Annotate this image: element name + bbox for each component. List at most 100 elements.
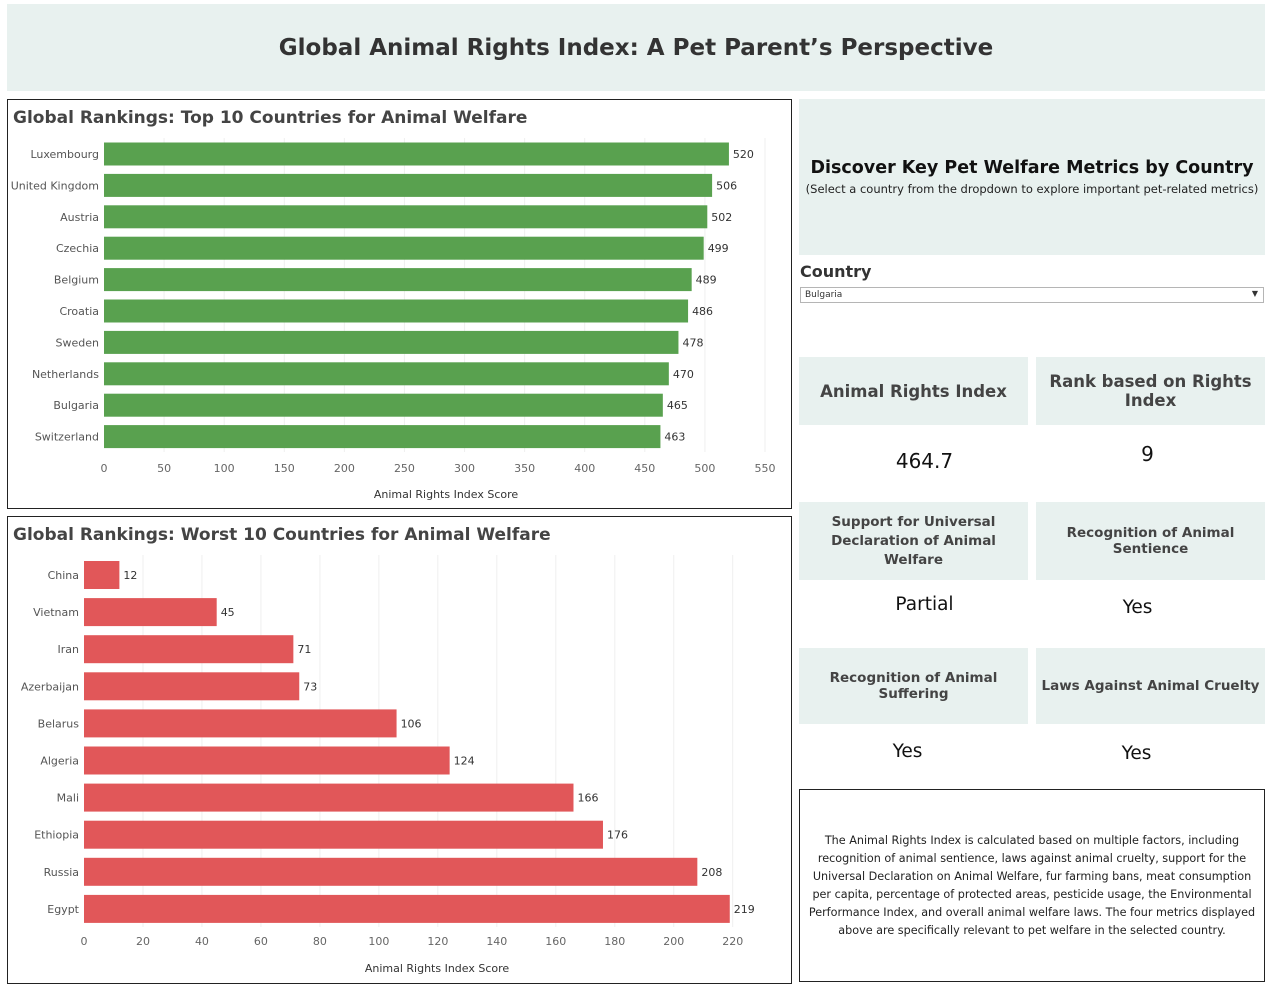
discover-panel: Discover Key Pet Welfare Metrics by Coun…: [799, 99, 1265, 255]
top-chart-title: Global Rankings: Top 10 Countries for An…: [13, 108, 528, 128]
x-tick-label: 60: [254, 935, 268, 948]
data-label: 208: [701, 866, 722, 879]
bar[interactable]: [84, 746, 450, 775]
worst-chart-title: Global Rankings: Worst 10 Countries for …: [13, 525, 551, 545]
category-label: Croatia: [59, 305, 99, 318]
country-dropdown-value: Bulgaria: [805, 290, 843, 300]
bar[interactable]: [84, 857, 698, 886]
category-label: China: [48, 569, 79, 582]
bar[interactable]: [84, 561, 120, 589]
data-label: 124: [454, 755, 475, 768]
x-tick-label: 0: [101, 462, 108, 475]
x-tick-label: 300: [454, 462, 475, 475]
category-label: Switzerland: [35, 431, 99, 444]
data-label: 499: [708, 242, 729, 255]
x-tick-label: 160: [545, 935, 566, 948]
bar[interactable]: [104, 362, 669, 386]
x-tick-label: 250: [394, 462, 415, 475]
kpi-sentience-header: Recognition of Animal Sentience: [1036, 502, 1265, 580]
bar[interactable]: [84, 820, 603, 849]
data-label: 219: [734, 903, 755, 916]
kpi-index-value: 464.7: [895, 449, 954, 473]
kpi-cruelty-label: Laws Against Animal Cruelty: [1041, 678, 1260, 694]
bar[interactable]: [84, 894, 730, 923]
data-label: 106: [401, 717, 422, 730]
x-tick-label: 500: [694, 462, 715, 475]
category-label: Mali: [57, 792, 79, 805]
category-label: Austria: [60, 211, 99, 224]
category-label: Sweden: [56, 336, 99, 349]
bar[interactable]: [104, 268, 692, 292]
data-label: 486: [692, 305, 713, 318]
kpi-udaw-label: Support for Universal Declaration of Ani…: [831, 513, 996, 568]
data-label: 506: [716, 179, 737, 192]
bar[interactable]: [84, 672, 300, 701]
x-tick-label: 80: [313, 935, 327, 948]
top-countries-chart: Global Rankings: Top 10 Countries for An…: [7, 99, 792, 509]
kpi-suffering-value: Yes: [892, 741, 923, 762]
kpi-sentience-label: Recognition of Animal Sentience: [1066, 525, 1235, 557]
discover-subtitle: (Select a country from the dropdown to e…: [805, 182, 1259, 196]
data-label: 502: [711, 211, 732, 224]
bar[interactable]: [104, 425, 661, 449]
bar[interactable]: [104, 393, 663, 417]
x-tick-label: 400: [574, 462, 595, 475]
bar[interactable]: [104, 236, 704, 260]
category-label: Iran: [58, 643, 80, 656]
data-label: 176: [607, 829, 628, 842]
bar[interactable]: [104, 173, 713, 197]
x-tick-label: 550: [754, 462, 775, 475]
data-label: 520: [733, 148, 754, 161]
data-label: 463: [664, 431, 685, 444]
x-tick-label: 200: [334, 462, 355, 475]
x-axis-label: Animal Rights Index Score: [374, 488, 519, 501]
x-tick-label: 20: [136, 935, 150, 948]
x-tick-label: 100: [368, 935, 389, 948]
bar[interactable]: [104, 142, 729, 166]
category-label: Czechia: [56, 242, 99, 255]
x-tick-label: 100: [214, 462, 235, 475]
bar[interactable]: [84, 709, 397, 738]
x-tick-label: 150: [274, 462, 295, 475]
worst-countries-chart: Global Rankings: Worst 10 Countries for …: [7, 516, 792, 984]
category-label: Belgium: [54, 274, 99, 287]
x-tick-label: 40: [195, 935, 209, 948]
bar[interactable]: [84, 635, 294, 664]
category-label: Netherlands: [32, 368, 99, 381]
description-box: The Animal Rights Index is calculated ba…: [799, 789, 1265, 982]
bar[interactable]: [84, 783, 574, 812]
category-label: Egypt: [47, 903, 79, 916]
x-tick-label: 220: [722, 935, 743, 948]
data-label: 166: [577, 792, 598, 805]
index-description: The Animal Rights Index is calculated ba…: [808, 833, 1256, 937]
kpi-rank-value: 9: [1141, 442, 1154, 466]
category-label: Bulgaria: [53, 399, 99, 412]
category-label: Vietnam: [33, 606, 79, 619]
kpi-sentience-value: Yes: [1122, 597, 1153, 618]
kpi-suffering-label: Recognition of Animal Suffering: [829, 670, 998, 702]
data-label: 465: [667, 399, 688, 412]
page-title: Global Animal Rights Index: A Pet Parent…: [278, 34, 994, 61]
data-label: 478: [682, 336, 703, 349]
x-axis-label: Animal Rights Index Score: [365, 962, 510, 975]
category-label: Luxembourg: [30, 148, 99, 161]
worst-chart-svg: China 12 Vietnam 45 Iran 71 Azerbaijan 73 Belaru…: [21, 555, 755, 975]
bar[interactable]: [104, 330, 679, 354]
bar[interactable]: [84, 598, 217, 627]
category-label: Algeria: [40, 755, 79, 768]
country-dropdown[interactable]: Bulgaria ▼: [800, 287, 1264, 303]
category-label: United Kingdom: [11, 179, 99, 192]
bar[interactable]: [104, 205, 708, 229]
x-tick-label: 350: [514, 462, 535, 475]
kpi-cruelty-value: Yes: [1121, 743, 1152, 764]
bar[interactable]: [104, 299, 689, 323]
x-tick-label: 50: [157, 462, 171, 475]
kpi-index-label: Animal Rights Index: [820, 381, 1007, 401]
x-tick-label: 200: [663, 935, 684, 948]
data-label: 73: [303, 680, 317, 693]
category-label: Ethiopia: [34, 829, 79, 842]
data-label: 45: [221, 606, 235, 619]
data-label: 71: [297, 643, 311, 656]
x-tick-label: 450: [634, 462, 655, 475]
chevron-down-icon[interactable]: ▼: [1251, 289, 1258, 298]
